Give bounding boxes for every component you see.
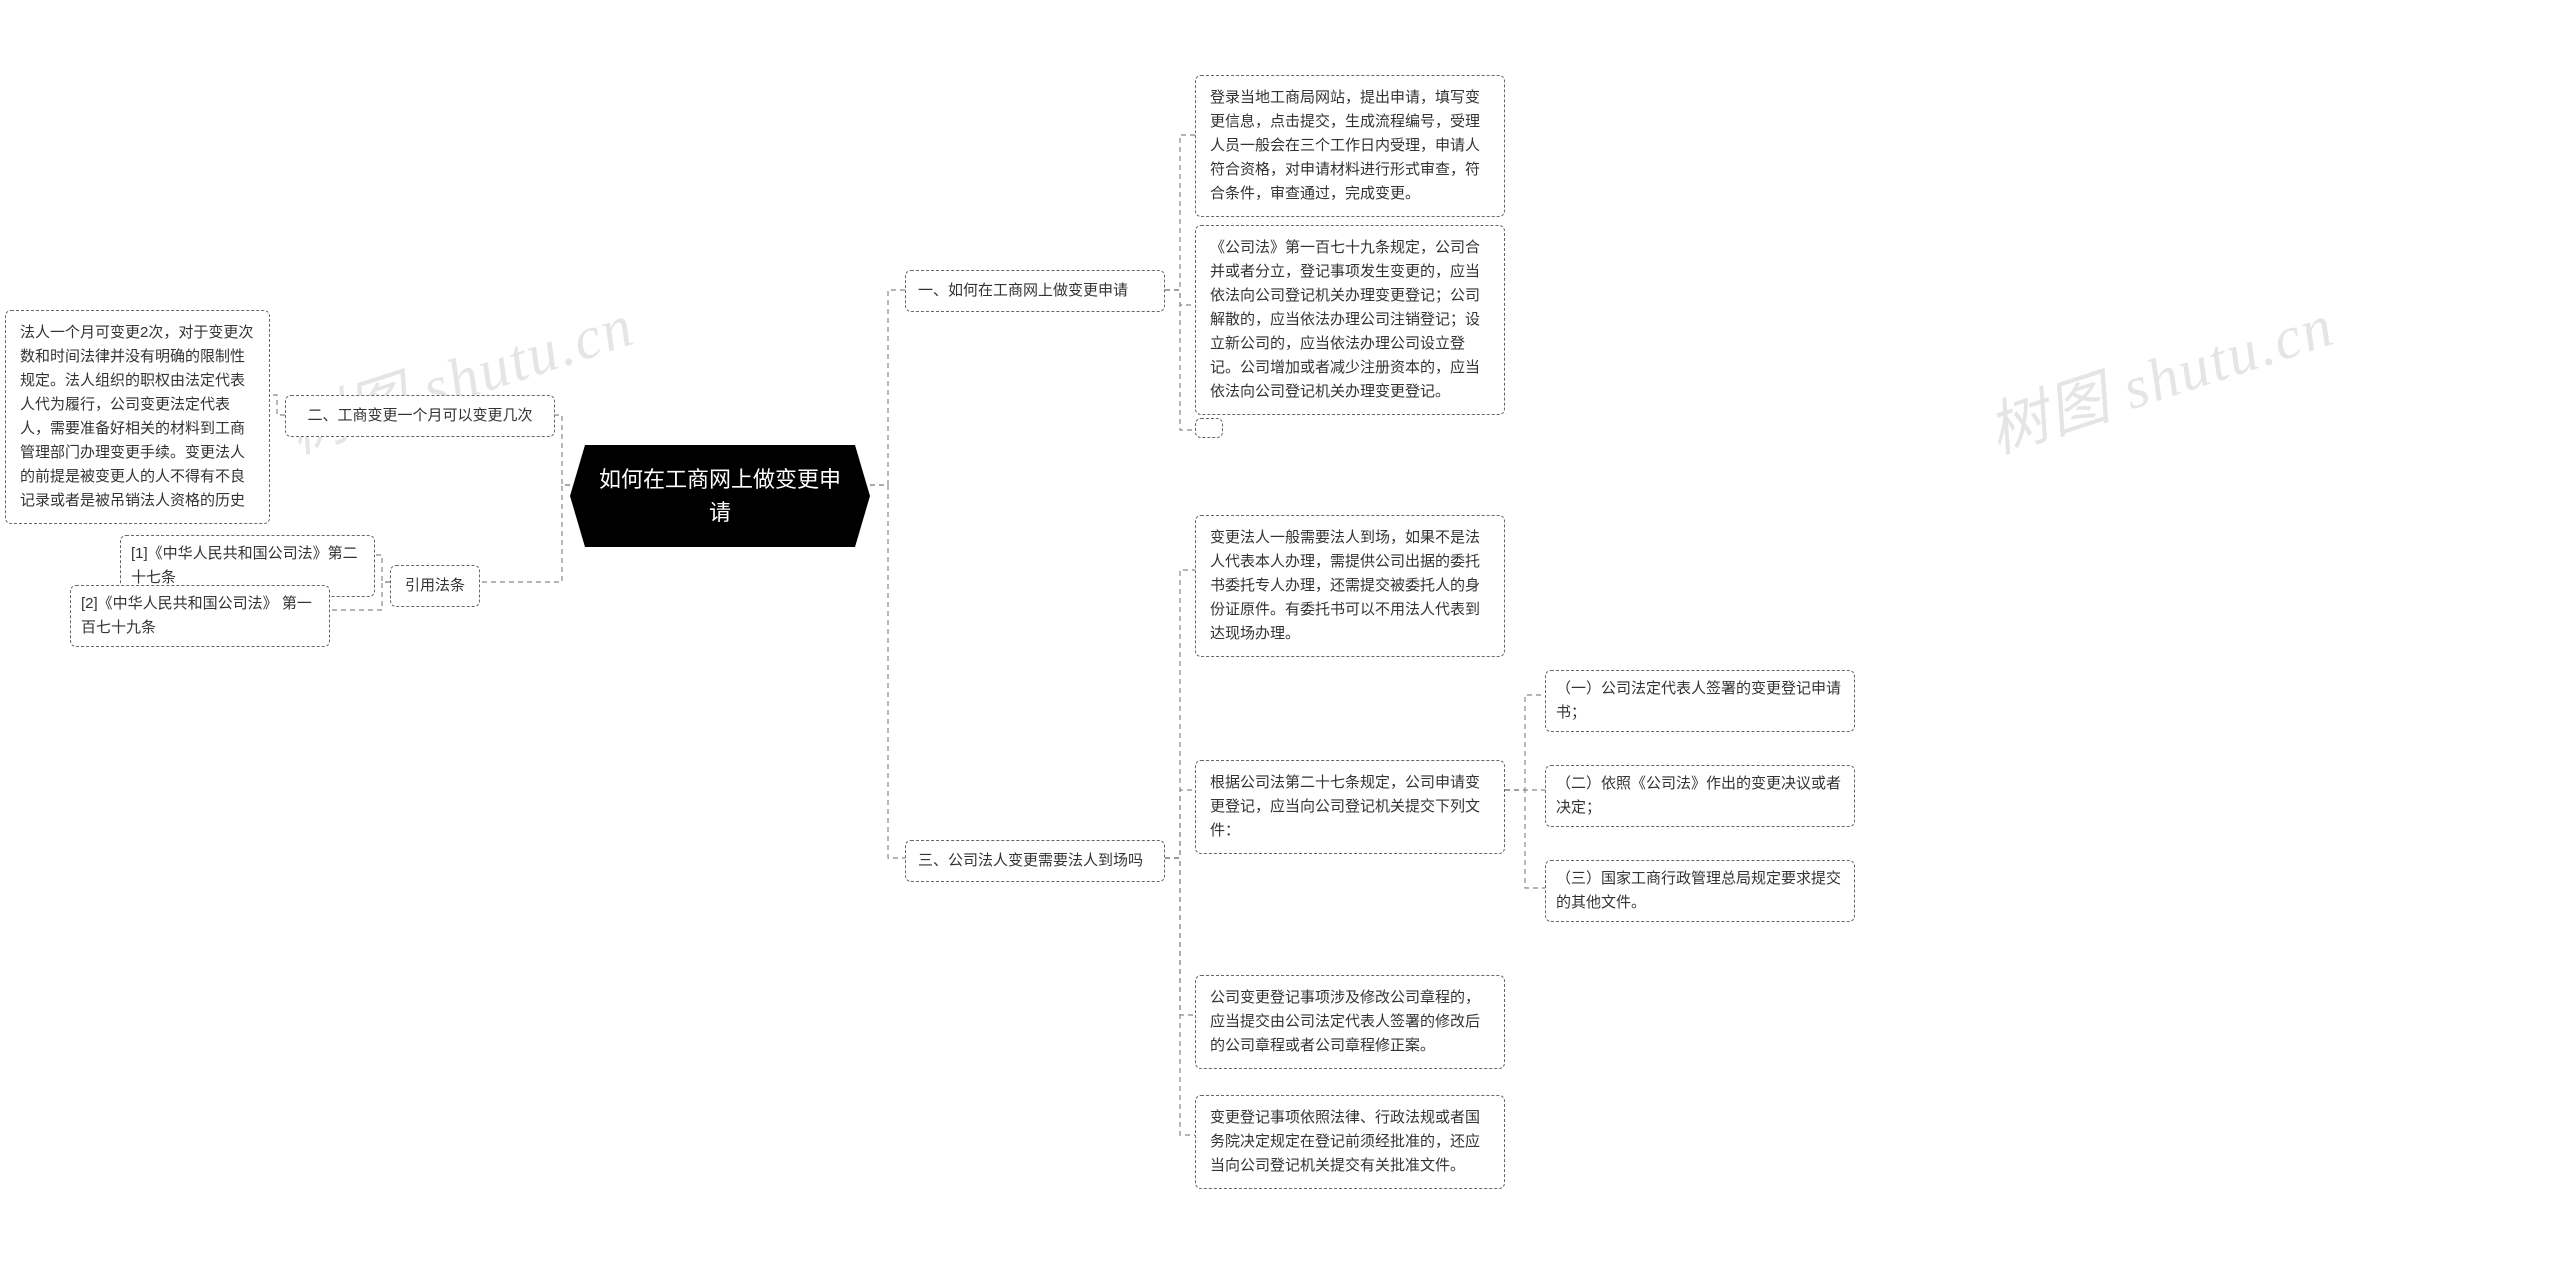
leaf-l2-2: [2]《中华人民共和国公司法》 第一百七十九条 [70,585,330,647]
leaf-r1-1: 登录当地工商局网站，提出申请，填写变更信息，点击提交，生成流程编号，受理人员一般… [1195,75,1505,217]
leaf-r1-3 [1195,418,1223,438]
root-node: 如何在工商网上做变更申请 [570,445,870,547]
branch-l1: 二、工商变更一个月可以变更几次 [285,395,555,437]
leaf-r2-2-3: （三）国家工商行政管理总局规定要求提交的其他文件。 [1545,860,1855,922]
leaf-r1-2: 《公司法》第一百七十九条规定，公司合并或者分立，登记事项发生变更的，应当依法向公… [1195,225,1505,415]
leaf-r2-2: 根据公司法第二十七条规定，公司申请变更登记，应当向公司登记机关提交下列文件： [1195,760,1505,854]
branch-r2: 三、公司法人变更需要法人到场吗 [905,840,1165,882]
leaf-r2-3: 公司变更登记事项涉及修改公司章程的，应当提交由公司法定代表人签署的修改后的公司章… [1195,975,1505,1069]
watermark-left: 树图 shutu.cn [275,277,643,471]
leaf-r2-2-2: （二）依照《公司法》作出的变更决议或者决定； [1545,765,1855,827]
watermark-right: 树图 shutu.cn [1975,277,2343,471]
leaf-r2-1: 变更法人一般需要法人到场，如果不是法人代表本人办理，需提供公司出据的委托书委托专… [1195,515,1505,657]
branch-r1: 一、如何在工商网上做变更申请 [905,270,1165,312]
leaf-r2-4: 变更登记事项依照法律、行政法规或者国务院决定规定在登记前须经批准的，还应当向公司… [1195,1095,1505,1189]
leaf-r2-2-1: （一）公司法定代表人签署的变更登记申请书； [1545,670,1855,732]
branch-l2: 引用法条 [390,565,480,607]
leaf-l1-1: 法人一个月可变更2次，对于变更次数和时间法律并没有明确的限制性规定。法人组织的职… [5,310,270,524]
